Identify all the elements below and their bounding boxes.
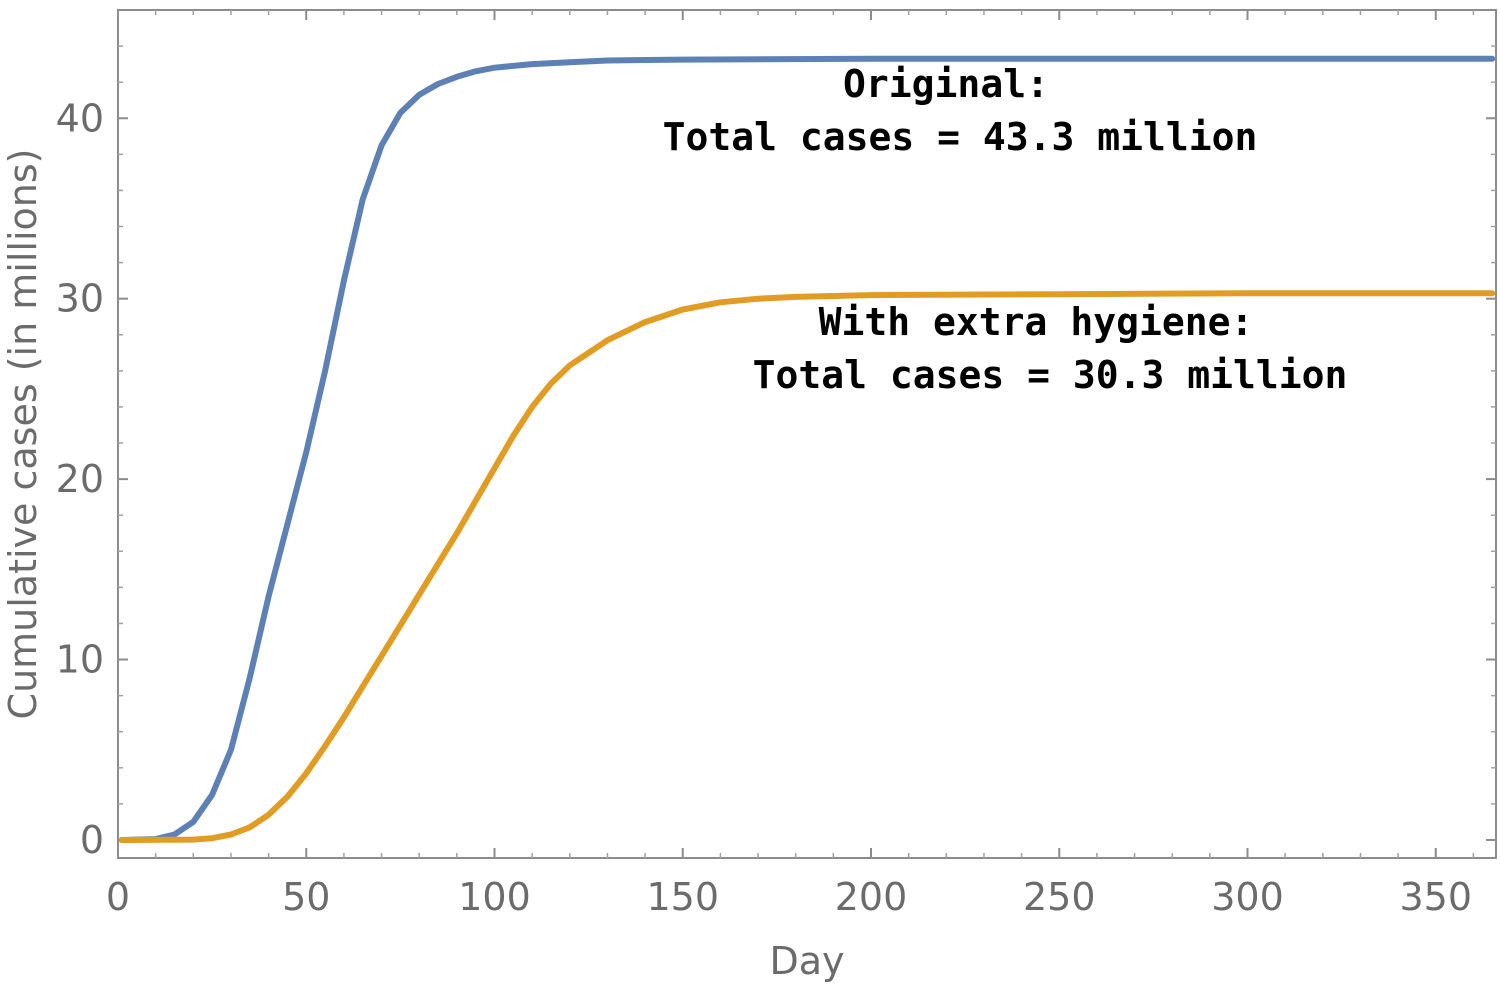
x-tick-label: 50 (282, 875, 330, 919)
annotation-original-total: Total cases = 43.3 million (663, 115, 1258, 159)
x-tick-label: 300 (1211, 875, 1284, 919)
x-tick-label: 350 (1399, 875, 1472, 919)
y-tick-label: 20 (56, 457, 104, 501)
y-tick-label: 0 (80, 818, 104, 862)
x-tick-label: 250 (1023, 875, 1096, 919)
plot-frame (117, 9, 1497, 859)
x-tick-label: 150 (646, 875, 719, 919)
annotation-original-title: Original: (843, 62, 1049, 106)
series-line-1 (118, 290, 1496, 843)
y-axis-title: Cumulative cases (in millions) (1, 149, 45, 720)
x-axis-title: Day (769, 939, 844, 983)
annotation-hygiene-total: Total cases = 30.3 million (753, 353, 1348, 397)
x-tick-label: 0 (106, 875, 130, 919)
x-tick-label: 100 (458, 875, 531, 919)
series-line-0 (118, 55, 1496, 843)
series-group (118, 55, 1496, 843)
y-tick-label: 10 (56, 638, 104, 682)
annotation-hygiene-title: With extra hygiene: (819, 300, 1254, 344)
y-tick-label: 30 (56, 277, 104, 321)
x-tick-label: 200 (835, 875, 908, 919)
y-tick-label: 40 (56, 96, 104, 140)
ticks: 0 50 100 150 200 250 300 350 0 10 20 30 40 (56, 10, 1496, 919)
